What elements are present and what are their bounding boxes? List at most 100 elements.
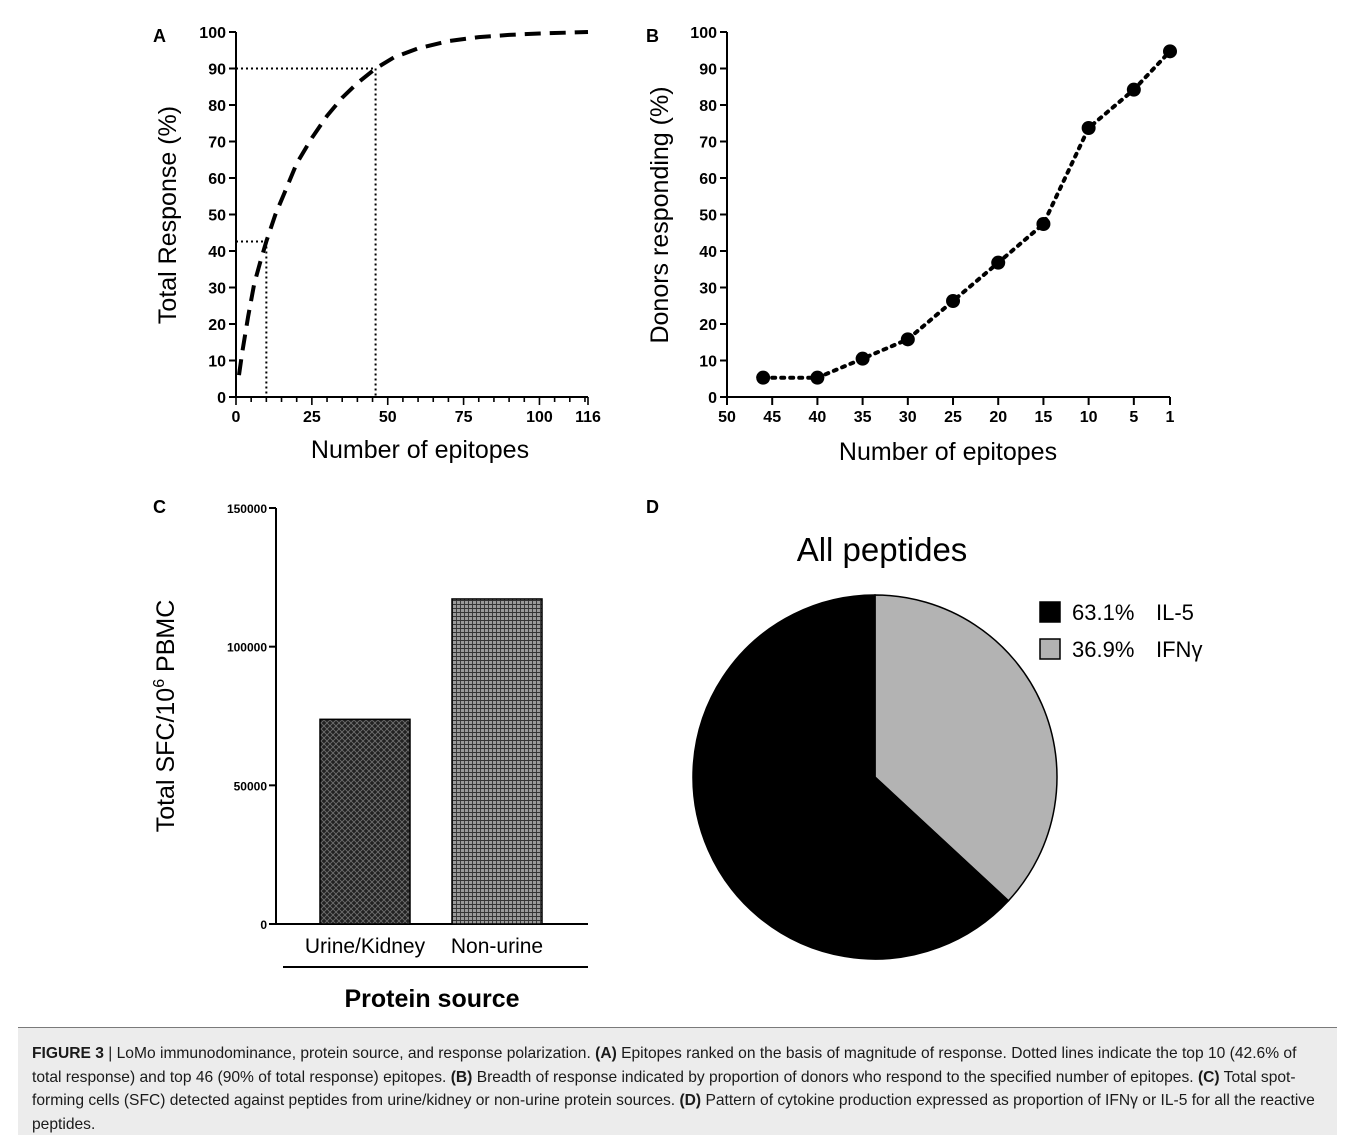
d-legend-label: IFNγ (1156, 637, 1202, 662)
d-legend-label: IL-5 (1156, 600, 1194, 625)
caption-title: | LoMo immunodominance, protein source, … (103, 1045, 596, 1062)
d-pie-slice (692, 594, 1010, 960)
c-bar (451, 598, 543, 925)
b-x-tick-label: 5 (1129, 409, 1138, 426)
b-y-tick-label: 40 (699, 244, 717, 261)
b-y-tick-label: 50 (699, 208, 717, 225)
caption-b-text: Breadth of response indicated by proport… (472, 1068, 1198, 1086)
figure-caption: FIGURE 3 | LoMo immunodominance, protein… (18, 1027, 1337, 1135)
b-y-tick-label: 100 (690, 25, 717, 42)
a-y-tick-label: 70 (208, 135, 226, 152)
panel-d-legend: 63.1% IL-5 36.9% IFNγ (1039, 600, 1202, 662)
d-legend-swatch (1039, 638, 1061, 660)
caption-d-tag: (D) (679, 1092, 702, 1109)
panel-a-y-axis-label: Total Response (%) (154, 106, 182, 324)
caption-a-tag: (A) (595, 1045, 617, 1062)
panel-a-x-axis-label: Number of epitopes (311, 436, 529, 464)
b-data-point (900, 332, 915, 347)
panel-c: C 0 50000 100000 150000 Urine/Kidney Non-uri… (151, 497, 588, 1013)
a-x-tick-label: 50 (379, 409, 397, 426)
a-y-tick-label: 30 (208, 281, 226, 298)
a-y-tick-label: 50 (208, 208, 226, 225)
panel-label-c: C (153, 497, 166, 517)
panel-a-reference-lines (236, 67, 377, 397)
a-x-tick-label: 0 (232, 409, 241, 426)
b-y-tick-label: 30 (699, 281, 717, 298)
c-y-tick-label: 50000 (234, 779, 268, 793)
caption-c-tag: (C) (1197, 1068, 1220, 1086)
panel-a: A 0 10 20 30 40 50 60 70 80 90 100 0 25 50 75 100 116 Nu… (153, 25, 601, 464)
a-y-tick-label: 0 (217, 390, 226, 407)
a-x-tick-label: 25 (303, 409, 321, 426)
c-y-label-tail: PBMC (152, 600, 180, 679)
caption-d-text: Pattern of cytokine production expressed… (32, 1092, 1315, 1133)
a-x-tick-label: 100 (526, 409, 553, 426)
b-x-tick-label: 35 (854, 409, 872, 426)
a-y-tick-label: 20 (208, 317, 226, 334)
b-x-tick-label: 40 (809, 409, 827, 426)
panel-d-title: All peptides (797, 531, 968, 568)
b-data-point (1036, 216, 1051, 231)
a-x-tick-label: 75 (455, 409, 473, 426)
c-y-label-main: Total SFC/10 (152, 688, 180, 833)
b-data-point (756, 370, 771, 385)
d-pie-slice (874, 594, 1058, 902)
a-y-tick-label: 10 (208, 354, 226, 371)
b-x-tick-label: 50 (718, 409, 736, 426)
b-x-tick-label: 1 (1166, 409, 1175, 426)
b-x-tick-label: 20 (989, 409, 1007, 426)
b-data-point (1126, 82, 1141, 97)
a-y-tick-label: 80 (208, 98, 226, 115)
panel-c-bars: Urine/Kidney Non-urine (305, 598, 543, 958)
b-y-tick-label: 70 (699, 135, 717, 152)
a-y-tick-label: 40 (208, 244, 226, 261)
panel-d: D All peptides 63.1% IL-5 36.9% IFNγ (646, 497, 1202, 960)
c-y-tick-label: 0 (260, 918, 267, 932)
b-x-tick-label: 10 (1080, 409, 1098, 426)
b-x-tick-label: 45 (763, 409, 781, 426)
b-data-point (810, 370, 825, 385)
panel-c-y-axis-label: Total SFC/106 PBMC (151, 600, 180, 833)
c-y-label-superscript: 6 (151, 679, 168, 688)
caption-c-text: Total spot-forming cells (SFC) detected … (32, 1068, 1296, 1110)
panel-label-a: A (153, 26, 166, 46)
caption-b-tag: (B) (450, 1068, 473, 1086)
panel-label-b: B (646, 26, 659, 46)
panel-b-y-axis-label: Donors responding (%) (646, 86, 674, 343)
d-legend-percent: 63.1% (1072, 600, 1134, 625)
b-x-tick-label: 30 (899, 409, 917, 426)
panel-b-x-axis-label: Number of epitopes (839, 438, 1057, 466)
caption-figure-label: FIGURE 3 (32, 1045, 104, 1062)
b-y-tick-label: 90 (699, 62, 717, 79)
b-y-tick-label: 20 (699, 317, 717, 334)
b-y-tick-label: 60 (699, 171, 717, 188)
panel-b-series (756, 44, 1177, 385)
b-connecting-line (761, 49, 1172, 380)
c-y-tick-label: 150000 (227, 502, 267, 516)
a-y-tick-label: 100 (199, 25, 226, 42)
c-bar (319, 718, 411, 925)
a-response-curve (237, 30, 589, 376)
c-category-label: Non-urine (451, 935, 543, 958)
b-y-tick-label: 10 (699, 354, 717, 371)
b-data-point (991, 255, 1006, 270)
b-y-tick-label: 80 (699, 98, 717, 115)
d-legend-swatch (1039, 601, 1061, 623)
c-category-label: Urine/Kidney (305, 935, 426, 958)
b-data-point (1081, 120, 1096, 135)
panel-a-axes: 0 10 20 30 40 50 60 70 80 90 100 0 25 50 75 100 116 (199, 25, 601, 426)
a-y-tick-label: 90 (208, 62, 226, 79)
d-legend-percent: 36.9% (1072, 637, 1134, 662)
a-y-tick-label: 60 (208, 171, 226, 188)
c-y-tick-label: 100000 (227, 641, 267, 655)
b-y-tick-label: 0 (708, 390, 717, 407)
a-x-tick-label: 116 (575, 409, 601, 426)
panel-a-curve (237, 30, 589, 376)
b-data-point (855, 351, 870, 366)
b-data-point (946, 294, 961, 309)
panel-label-d: D (646, 497, 659, 517)
panel-d-pie (692, 594, 1058, 960)
